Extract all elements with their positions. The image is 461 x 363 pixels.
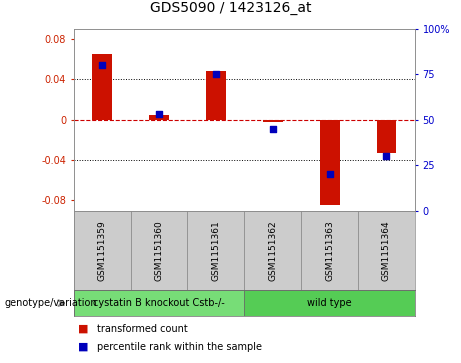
Text: ■: ■	[78, 342, 89, 352]
Text: GDS5090 / 1423126_at: GDS5090 / 1423126_at	[150, 0, 311, 15]
Bar	[130, 211, 188, 290]
Text: percentile rank within the sample: percentile rank within the sample	[97, 342, 262, 352]
Bar	[74, 290, 244, 316]
Text: GSM1151360: GSM1151360	[154, 220, 164, 281]
Text: transformed count: transformed count	[97, 323, 188, 334]
Text: genotype/variation: genotype/variation	[5, 298, 97, 308]
Bar	[301, 211, 358, 290]
Bar	[74, 211, 130, 290]
Point	[212, 72, 219, 77]
Point	[155, 111, 163, 117]
Bar	[188, 211, 244, 290]
Text: cystatin B knockout Cstb-/-: cystatin B knockout Cstb-/-	[93, 298, 225, 308]
Text: wild type: wild type	[307, 298, 352, 308]
Text: GSM1151361: GSM1151361	[212, 220, 220, 281]
Text: GSM1151362: GSM1151362	[268, 220, 277, 281]
Bar	[244, 290, 415, 316]
Bar	[149, 115, 169, 120]
Text: GSM1151364: GSM1151364	[382, 220, 391, 281]
Bar	[263, 120, 283, 122]
Bar	[377, 120, 396, 153]
Bar	[244, 211, 301, 290]
Point	[99, 62, 106, 68]
Bar	[92, 54, 112, 120]
Text: GSM1151363: GSM1151363	[325, 220, 334, 281]
Point	[326, 171, 333, 177]
Text: GSM1151359: GSM1151359	[98, 220, 106, 281]
Text: ■: ■	[78, 323, 89, 334]
Bar	[358, 211, 415, 290]
Point	[269, 126, 277, 132]
Bar	[206, 72, 226, 120]
Bar	[319, 120, 340, 205]
Point	[383, 153, 390, 159]
